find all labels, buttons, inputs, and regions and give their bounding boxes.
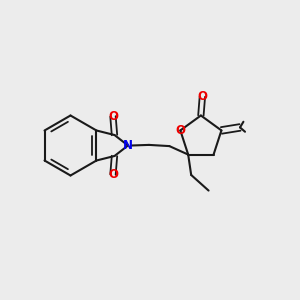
Text: O: O	[108, 110, 118, 123]
Text: N: N	[123, 139, 133, 152]
Text: O: O	[197, 90, 207, 103]
Text: O: O	[175, 124, 185, 137]
Text: O: O	[108, 168, 118, 181]
